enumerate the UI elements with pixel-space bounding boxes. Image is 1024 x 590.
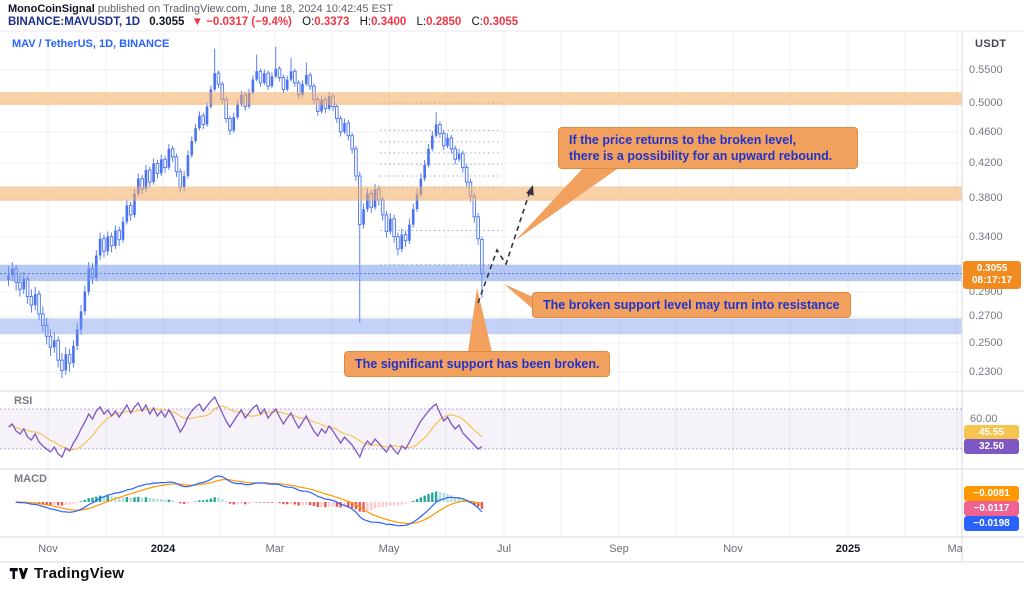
- last-price-badge: 0.3055 08:17:17: [963, 260, 1021, 289]
- axis-currency-label: USDT: [975, 38, 1007, 50]
- price-tick-label: 0.3800: [969, 192, 1003, 205]
- callout-rebound-pointer: [516, 167, 620, 240]
- badge-price: 0.3055: [976, 262, 1008, 274]
- rsi-value-badge: 32.50: [964, 438, 1019, 454]
- price-tick-label: 0.2500: [969, 337, 1003, 350]
- time-tick-month: Mar: [947, 543, 962, 555]
- sr-zone-broken-support-0.31[interactable]: [0, 264, 962, 282]
- chart-legend[interactable]: MAV / TetherUS, 1D, BINANCE: [12, 38, 170, 50]
- time-tick-month: Mar: [265, 543, 285, 555]
- price-tick-label: 0.2900: [969, 285, 1003, 298]
- publish-info: MonoCoinSignal published on TradingView.…: [8, 3, 393, 15]
- macd-line-badge: −0.0198: [964, 516, 1019, 531]
- tradingview-brand[interactable]: TradingView: [9, 564, 124, 583]
- price-tick-label: 0.4200: [969, 157, 1003, 170]
- time-axis[interactable]: Nov 2024 Mar May Jul Sep Nov 2025 Mar: [0, 541, 962, 561]
- author-name: MonoCoinSignal: [8, 3, 95, 15]
- rsi-level-60: 60.00: [970, 413, 998, 425]
- time-tick-year: 2025: [835, 543, 861, 555]
- callout-resistance-line: The broken support level may turn into r…: [543, 298, 840, 312]
- badge-countdown: 08:17:17: [971, 274, 1013, 286]
- rsi-band: [0, 409, 962, 449]
- tradingview-logo-icon: [9, 567, 28, 580]
- callout-support-pointer: [468, 288, 492, 352]
- macd-line: [16, 475, 483, 527]
- close-value: 0.3055: [483, 16, 519, 28]
- price-axis[interactable]: 0.5500 0.5000 0.4600 0.4200 0.3800 0.3400 0.29…: [962, 0, 1024, 562]
- time-tick-year: 2024: [150, 543, 176, 555]
- macd-signal-line: [16, 478, 483, 525]
- sr-zone-resistance-0.50[interactable]: [0, 92, 962, 106]
- rsi-line: [8, 395, 483, 459]
- symbol-summary-bar: BINANCE:MAVUSDT, 1D 0.3055 ▼ −0.0317 (−9…: [8, 16, 518, 28]
- time-tick-month: Jul: [496, 543, 512, 555]
- callout-rebound-line2: there is a possibility for an upward reb…: [569, 149, 833, 163]
- price-tick-label: 0.2300: [969, 366, 1003, 378]
- last-price: 0.3055: [149, 16, 185, 28]
- price-change: ▼ −0.0317 (−9.4%): [191, 16, 292, 28]
- open-value: 0.3373: [314, 16, 350, 28]
- macd-histogram: [14, 491, 484, 512]
- price-tick-label: 0.5500: [969, 64, 1003, 76]
- callout-resistance: The broken support level may turn into r…: [532, 292, 851, 318]
- projection-arrowhead: [526, 185, 534, 196]
- open-label: O:0.3373: [302, 16, 350, 28]
- price-tick-label: 0.4600: [969, 125, 1003, 138]
- callout-rebound-line1: If the price returns to the broken level…: [569, 133, 797, 147]
- macd-hist-badge: −0.0117: [964, 501, 1019, 516]
- price-tick-label: 0.2700: [969, 310, 1003, 323]
- low-label: L:0.2850: [416, 16, 462, 28]
- projection-arrow[interactable]: [477, 187, 532, 304]
- macd-signal-badge: −0.0081: [964, 486, 1019, 501]
- callout-support-broken: The significant support has been broken.: [344, 351, 611, 377]
- high-label: H:0.3400: [359, 16, 407, 28]
- callout-support-broken-line: The significant support has been broken.: [355, 357, 600, 371]
- publish-text: published on TradingView.com, June 18, 2…: [94, 3, 393, 15]
- high-value: 0.3400: [371, 16, 407, 28]
- time-tick-month: Nov: [38, 543, 58, 555]
- macd-pane-label: MACD: [14, 473, 47, 485]
- callout-rebound: If the price returns to the broken level…: [558, 127, 858, 169]
- rsi-ma-value-badge: 45.55: [964, 425, 1019, 441]
- close-label: C:0.3055: [471, 16, 519, 28]
- tradingview-brand-text: TradingView: [34, 565, 125, 582]
- symbol-label: BINANCE:MAVUSDT, 1D: [8, 16, 141, 28]
- time-tick-month: Sep: [609, 543, 629, 555]
- price-tick-label: 0.5000: [969, 97, 1003, 109]
- sr-zone-resistance-0.39[interactable]: [0, 186, 962, 201]
- low-value: 0.2850: [426, 16, 462, 28]
- price-tick-label: 0.3400: [969, 230, 1003, 243]
- time-tick-month: May: [378, 543, 400, 555]
- rsi-pane-label: RSI: [14, 395, 33, 407]
- callout-resistance-pointer: [504, 284, 533, 309]
- time-tick-month: Nov: [723, 543, 743, 555]
